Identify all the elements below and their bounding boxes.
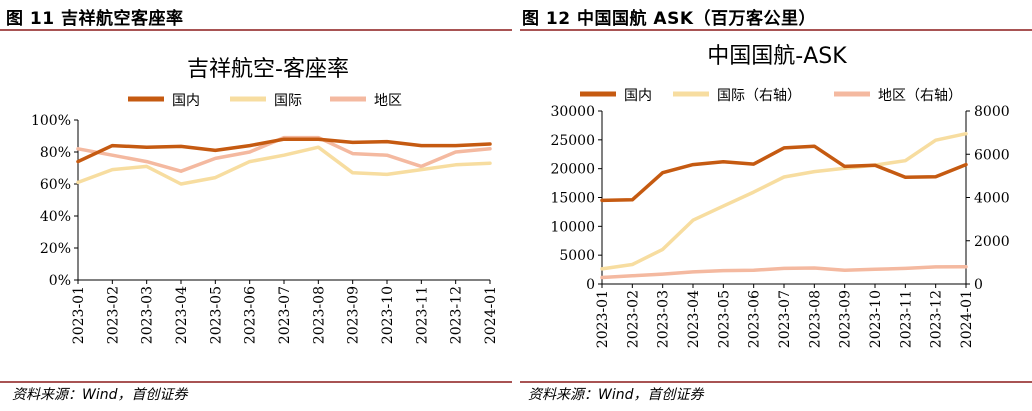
- x-tick-label: 2023-08: [807, 290, 823, 348]
- x-tick-label: 2023-05: [716, 290, 732, 348]
- x-tick-label: 2024-01: [483, 286, 499, 344]
- legend-label: 国际: [274, 93, 302, 109]
- x-tick-label: 2023-06: [243, 286, 259, 344]
- left-axis-tick-label: 30000: [550, 104, 595, 120]
- left-axis-tick-label: 25000: [550, 133, 595, 149]
- x-tick-label: 2023-02: [625, 290, 641, 348]
- x-tick-label: 2023-07: [277, 286, 293, 344]
- figure-11-source: 资料来源：Wind，首创证券: [12, 387, 188, 403]
- legend-label: 国内: [624, 88, 652, 104]
- x-tick-label: 2023-01: [71, 286, 87, 344]
- x-tick-label: 2023-05: [208, 286, 224, 344]
- x-tick-label: 2023-09: [838, 290, 854, 348]
- x-tick-label: 2023-10: [868, 290, 884, 348]
- x-tick-label: 2023-03: [140, 286, 156, 344]
- left-axis-tick-label: 15000: [550, 191, 595, 207]
- left-axis-tick-label: 60%: [40, 177, 71, 193]
- left-axis-tick-label: 20%: [40, 241, 71, 257]
- legend-label: 地区（右轴）: [878, 88, 962, 104]
- right-axis-tick-label: 8000: [974, 104, 1010, 120]
- series-line: [600, 131, 968, 271]
- legend-label: 地区: [374, 93, 402, 109]
- x-tick-label: 2023-12: [929, 290, 945, 348]
- figure-12-caption: 图 12 中国国航 ASK（百万客公里）: [522, 9, 816, 29]
- x-tick-label: 2023-10: [380, 286, 396, 344]
- left-axis-tick-label: 0: [586, 277, 595, 293]
- left-axis-tick-label: 20000: [550, 162, 595, 178]
- x-tick-label: 2023-06: [747, 290, 763, 348]
- figure-11-caption: 图 11 吉祥航空客座率: [6, 9, 184, 29]
- left-axis-tick-label: 80%: [40, 145, 71, 161]
- figure-11-panel: 图 11 吉祥航空客座率 吉祥航空-客座率国内 国际 地区 0% 20% 40% 60% 80…: [0, 9, 512, 403]
- x-tick-label: 2023-12: [449, 286, 465, 344]
- x-tick-label: 2023-01: [595, 290, 611, 348]
- x-tick-label: 2023-08: [311, 286, 327, 344]
- x-tick-label: 2023-04: [686, 290, 702, 348]
- left-axis-tick-label: 10000: [550, 219, 595, 235]
- x-tick-label: 2023-07: [777, 290, 793, 348]
- figure-12-panel: 图 12 中国国航 ASK（百万客公里） 中国国航-ASK 国内 国际（右轴） 地区（…: [516, 0, 1032, 411]
- series-line: [76, 145, 492, 186]
- legend-label: 国际（右轴）: [717, 88, 801, 104]
- chart-title: 吉祥航空-客座率: [187, 57, 349, 82]
- right-axis-tick-label: 0: [974, 277, 983, 293]
- x-tick-label: 2023-03: [656, 290, 672, 348]
- right-axis-tick-label: 4000: [974, 191, 1010, 207]
- x-tick-label: 2023-04: [174, 286, 190, 344]
- figure-12-source: 资料来源：Wind，首创证券: [528, 387, 704, 403]
- left-axis-tick-label: 0%: [49, 273, 71, 289]
- left-axis-tick-label: 5000: [559, 248, 595, 264]
- series-line: [76, 137, 492, 164]
- legend-label: 国内: [172, 93, 200, 109]
- series-line: [600, 264, 968, 280]
- right-axis-tick-label: 2000: [974, 234, 1010, 250]
- chart-title: 中国国航-ASK: [707, 44, 847, 69]
- right-axis-tick-label: 6000: [974, 147, 1010, 163]
- left-axis-tick-label: 40%: [40, 209, 71, 225]
- x-tick-label: 2023-02: [105, 286, 121, 344]
- x-tick-label: 2023-11: [898, 290, 914, 348]
- x-tick-label: 2023-11: [414, 286, 430, 344]
- ask-chart: 中国国航-ASK 国内 国际（右轴） 地区（右轴） 0 5000 10000 15000 200…: [520, 29, 1032, 383]
- x-tick-label: 2023-09: [346, 286, 362, 344]
- x-tick-label: 2024-01: [959, 290, 975, 348]
- series-line: [600, 144, 968, 203]
- left-axis-tick-label: 100%: [31, 113, 71, 129]
